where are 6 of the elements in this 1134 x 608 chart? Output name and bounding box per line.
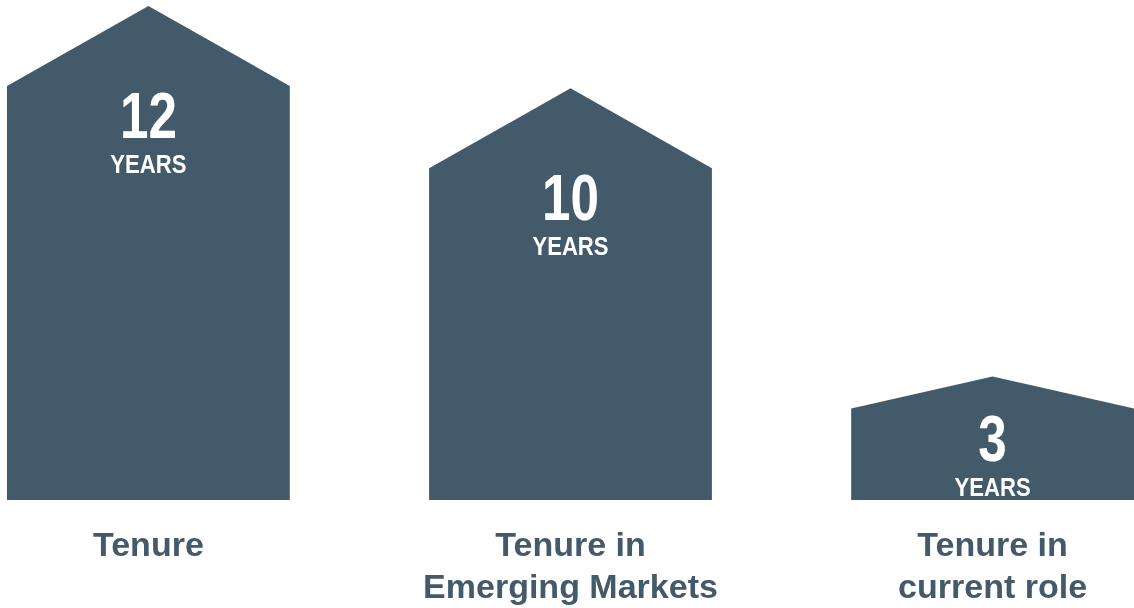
data-label: 10 YEARS [532, 162, 609, 261]
data-label: 12 YEARS [110, 80, 187, 179]
x-tick-label: Tenure [92, 525, 204, 563]
x-tick-label: Tenure in current role [898, 525, 1088, 605]
data-label: 3 YEARS [954, 403, 1031, 501]
x-tick-label: Tenure in Emerging Markets [423, 525, 718, 605]
